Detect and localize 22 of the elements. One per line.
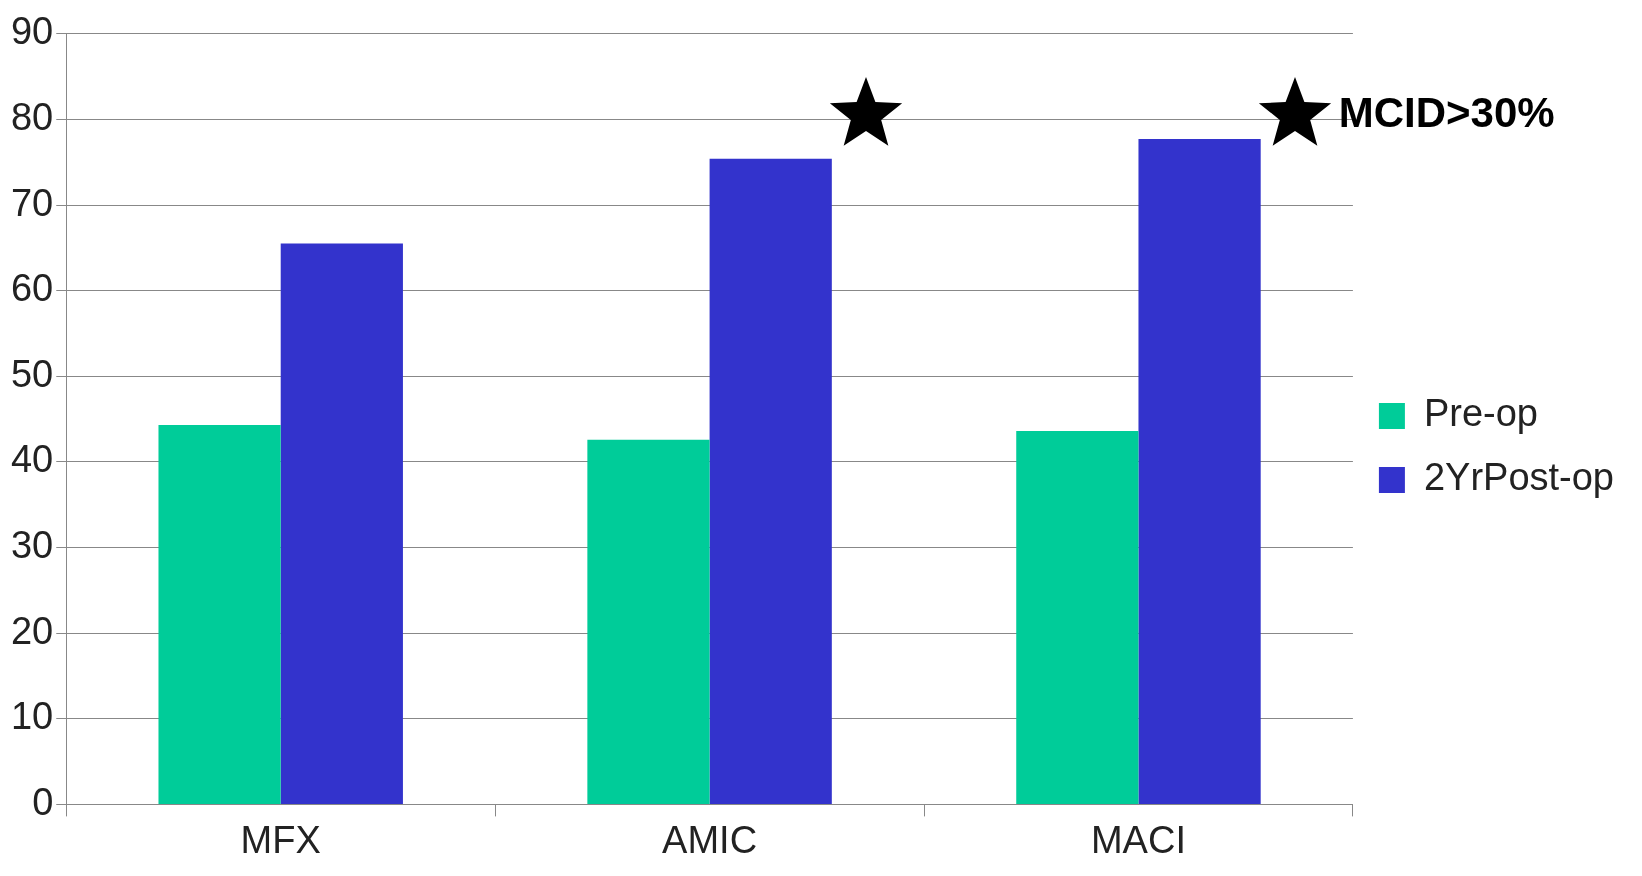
y-tick-label: 50 — [10, 352, 54, 395]
x-tick-label: MACI — [1090, 818, 1186, 861]
y-tick-label: 70 — [10, 181, 54, 224]
bar — [1138, 139, 1261, 804]
y-tick-label: 80 — [10, 95, 54, 138]
bar — [1016, 431, 1139, 804]
bar — [587, 439, 710, 804]
y-tick-label: 10 — [10, 695, 54, 738]
y-tick-label: 90 — [10, 10, 54, 53]
bar — [709, 158, 832, 804]
annotation: MCID>30% — [1338, 89, 1555, 138]
y-tick-label: 40 — [10, 438, 54, 481]
legend-label: 2YrPost-op — [1423, 456, 1614, 499]
bar — [158, 425, 281, 804]
legend-label: Pre-op — [1423, 392, 1538, 435]
y-tick-label: 60 — [10, 267, 54, 310]
y-tick-label: 30 — [10, 524, 54, 567]
y-tick-label: 20 — [10, 609, 54, 652]
x-tick-label: MFX — [240, 818, 321, 861]
x-tick-label: AMIC — [662, 818, 758, 861]
y-tick-label: 0 — [32, 780, 54, 823]
bar — [280, 243, 403, 804]
